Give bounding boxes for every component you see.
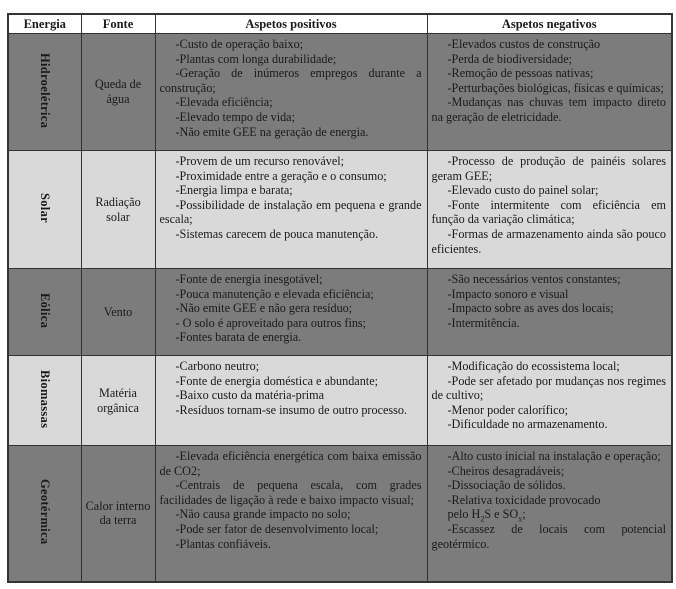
- aspect-item: -Formas de armazenamento ainda são pouco…: [431, 226, 667, 256]
- header-fonte: Fonte: [80, 13, 156, 34]
- energy-name: Biomassas: [38, 369, 53, 428]
- aspect-item: -Elevado tempo de vida;: [175, 109, 295, 124]
- header-row: Energia Fonte Aspetos positivos Aspetos …: [7, 13, 673, 34]
- aspect-item: - O solo é aproveitado para outros fins;: [175, 315, 367, 330]
- aspect-item: -Proximidade entre a geração e o consumo…: [175, 168, 387, 183]
- aspect-item: -Dissociação de sólidos.: [447, 478, 566, 493]
- aspect-text-segment: x: [518, 514, 523, 524]
- aspect-text-segment: pelo H: [447, 507, 481, 522]
- aspect-item: -São necessários ventos constantes;: [447, 272, 621, 286]
- energy-name: Hidroelétrica: [38, 52, 53, 128]
- header-energia: Energia: [7, 13, 82, 34]
- aspect-item: -Carbono neutro;: [175, 359, 260, 373]
- aspect-item: -Sistemas carecem de pouca manutenção.: [175, 226, 379, 241]
- energy-cell: Biomassas: [7, 355, 82, 446]
- aspect-item: -Não emite GEE e não gera resíduo;: [175, 301, 353, 316]
- aspect-item: -Não causa grande impacto no solo;: [175, 507, 351, 522]
- negative-aspects-cell: -São necessários ventos constantes; -Impa…: [426, 268, 673, 356]
- aspect-item: -Impacto sonoro e visual: [447, 286, 569, 301]
- aspect-item: -Custo de operação baixo;: [175, 37, 304, 51]
- table-row: Geotérmica Calor interno da terra -Elevada…: [7, 445, 673, 582]
- aspect-text-segment: ;: [522, 507, 526, 522]
- aspect-item: -Perda de biodiversidade;: [447, 51, 573, 66]
- table-row: Hidroelétrica Queda de água -Custo de oper…: [7, 33, 673, 151]
- energy-name: Solar: [38, 192, 53, 223]
- header-aspetos-negativos: Aspetos negativos: [426, 13, 673, 34]
- aspect-item: -Relativa toxicidade provocado: [447, 492, 601, 507]
- table-row: Eólica Vento -Fonte de energia inesgotável…: [7, 268, 673, 356]
- energy-name: Eólica: [38, 292, 53, 328]
- aspect-item: -Mudanças nas chuvas tem impacto direto …: [431, 95, 667, 124]
- aspect-item: -Escassez de locais com potencial geotér…: [431, 521, 667, 551]
- aspect-text-segment: 2: [480, 514, 485, 524]
- source-cell: Calor interno da terra: [80, 445, 156, 582]
- aspect-item: -Processo de produção de painéis solares…: [431, 154, 667, 183]
- aspect-item: -Alto custo inicial na instalação e oper…: [447, 449, 661, 463]
- aspect-item: -Geração de inúmeros empregos durante a …: [159, 66, 422, 95]
- aspect-item: -Pouca manutenção e elevada eficiência;: [175, 286, 374, 301]
- aspect-item: -Elevada eficiência energética com baixa…: [159, 449, 422, 478]
- aspect-item: -Não emite GEE na geração de energia.: [175, 124, 369, 139]
- table-row: Solar Radiação solar -Provem de um recurso…: [7, 150, 673, 269]
- negative-aspects-cell: -Elevados custos de construção -Perda de …: [426, 33, 673, 151]
- positive-aspects-cell: -Elevada eficiência energética com baixa…: [154, 445, 428, 582]
- negative-aspects-cell: -Processo de produção de painéis solares…: [426, 150, 673, 269]
- aspect-item: -Intermitência.: [447, 315, 520, 330]
- aspect-item: -Possibilidade de instalação em pequena …: [159, 197, 422, 227]
- aspect-item: -Elevada eficiência;: [175, 95, 273, 110]
- positive-aspects-cell: -Fonte de energia inesgotável; -Pouca man…: [154, 268, 428, 356]
- aspect-item: -Plantas com longa durabilidade;: [175, 51, 337, 66]
- aspect-item: -Elevado custo do painel solar;: [447, 183, 599, 198]
- aspect-item: -Elevados custos de construção: [447, 37, 601, 51]
- aspect-item: -Modificação do ecossistema local;: [447, 359, 620, 373]
- source-cell: Matéria orgânica: [80, 355, 156, 446]
- source-cell: Radiação solar: [80, 150, 156, 269]
- source-cell: Queda de água: [80, 33, 156, 151]
- header-aspetos-positivos: Aspetos positivos: [154, 13, 428, 34]
- aspect-item: -Pode ser afetado por mudanças nos regim…: [431, 373, 667, 403]
- aspect-item: -Remoção de pessoas nativas;: [447, 66, 594, 81]
- aspect-item: -Cheiros desagradáveis;: [447, 463, 565, 478]
- aspect-item: -Perturbações biológicas, físicas e quím…: [447, 80, 664, 95]
- aspect-item: -Fonte de energia doméstica e abundante;: [175, 373, 379, 388]
- aspect-item: pelo H2S e SOx;: [432, 507, 667, 524]
- negative-aspects-cell: -Modificação do ecossistema local; -Pode …: [426, 355, 673, 446]
- energy-cell: Eólica: [7, 268, 82, 356]
- aspect-item: -Impacto sobre as aves dos locais;: [447, 301, 614, 316]
- source-cell: Vento: [80, 268, 156, 356]
- aspect-item: -Energia limpa e barata;: [175, 183, 293, 198]
- aspect-text-segment: S e SO: [484, 507, 519, 522]
- aspect-item: -Provem de um recurso renovável;: [175, 154, 345, 168]
- aspect-item: -Centrais de pequena escala, com grades …: [159, 478, 422, 507]
- positive-aspects-cell: -Carbono neutro; -Fonte de energia domést…: [154, 355, 428, 446]
- positive-aspects-cell: -Provem de um recurso renovável; -Proximi…: [154, 150, 428, 269]
- energy-name: Geotérmica: [38, 478, 53, 545]
- energy-cell: Solar: [7, 150, 82, 269]
- table-row: Biomassas Matéria orgânica -Carbono neutro…: [7, 355, 673, 446]
- aspect-item: -Pode ser fator de desenvolvimento local…: [175, 521, 379, 536]
- aspect-item: -Plantas confiáveis.: [175, 536, 271, 551]
- energy-comparison-table: Energia Fonte Aspetos positivos Aspetos …: [7, 13, 673, 583]
- aspect-item: -Menor poder calorífico;: [447, 402, 568, 417]
- aspect-item: -Baixo custo da matéria-prima: [175, 388, 325, 403]
- table-body: Hidroelétrica Queda de água -Custo de oper…: [7, 33, 673, 582]
- negative-aspects-cell: -Alto custo inicial na instalação e oper…: [426, 445, 673, 582]
- aspect-item: -Fonte de energia inesgotável;: [175, 272, 323, 286]
- aspect-item: -Dificuldade no armazenamento.: [447, 417, 608, 432]
- energy-cell: Hidroelétrica: [7, 33, 82, 151]
- positive-aspects-cell: -Custo de operação baixo; -Plantas com lo…: [154, 33, 428, 151]
- energy-cell: Geotérmica: [7, 445, 82, 582]
- aspect-item: -Fonte intermitente com eficiência em fu…: [431, 197, 667, 227]
- aspect-item: -Fontes barata de energia.: [175, 330, 302, 345]
- aspect-item: -Resíduos tornam-se insumo de outro proc…: [175, 402, 408, 417]
